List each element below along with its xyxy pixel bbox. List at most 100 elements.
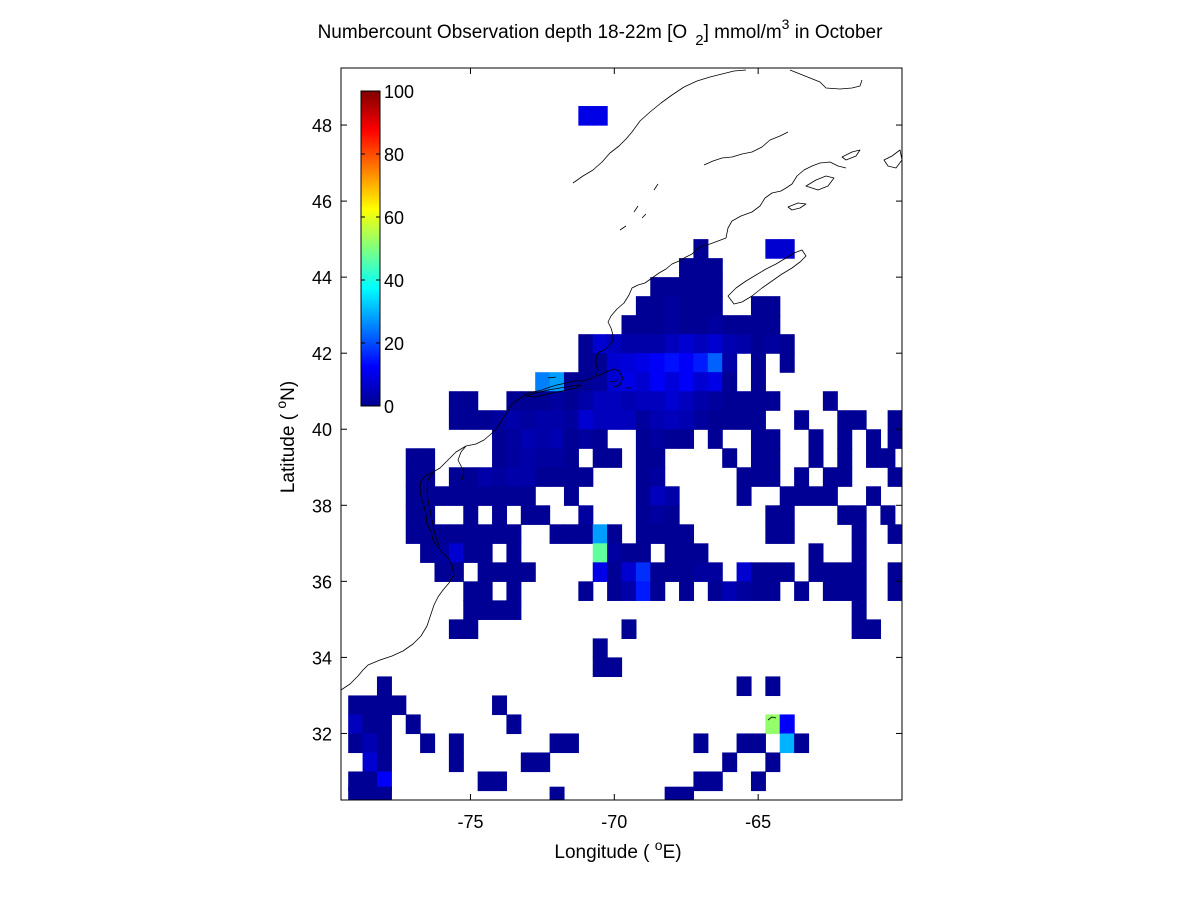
colorbar-tick-label: 100 — [384, 82, 414, 102]
heatmap-cell — [607, 334, 623, 354]
heatmap-cell — [506, 714, 522, 735]
heatmap-cell — [635, 467, 651, 487]
heatmap-cell — [563, 391, 579, 411]
coastline-new-jersey-island — [547, 376, 557, 379]
heatmap-cell — [563, 410, 579, 430]
heatmap-cell — [679, 581, 695, 601]
heatmap-cell — [448, 486, 464, 506]
heatmap-cell — [765, 562, 781, 582]
colorbar: 0 20 40 60 80 100 — [360, 82, 414, 417]
heatmap-cell — [592, 543, 608, 563]
heatmap-cell — [635, 410, 651, 430]
heatmap-cell — [750, 353, 766, 373]
heatmap-cell — [808, 429, 824, 449]
x-tick-label: -75 — [457, 812, 483, 832]
y-axis-label-degree: o — [273, 400, 289, 409]
colorbar-gradient — [360, 90, 381, 407]
heatmap-cell — [664, 334, 680, 354]
heatmap-cell — [578, 581, 594, 601]
heatmap-cell — [679, 391, 695, 411]
heatmap-cell — [563, 429, 579, 449]
heatmap-cell — [650, 296, 666, 316]
heatmap-cell — [549, 733, 565, 754]
heatmap-cell — [851, 543, 867, 563]
heatmap-cell — [621, 353, 637, 373]
heatmap-cell — [535, 410, 551, 430]
heatmap-cell — [851, 410, 867, 430]
heatmap-cell — [492, 429, 508, 449]
x-axis-label: Longitude ( oE) — [0, 837, 1200, 864]
heatmap-cell — [650, 334, 666, 354]
heatmap-cell — [722, 752, 738, 773]
heatmap-cell — [851, 581, 867, 601]
heatmap-cell — [492, 600, 508, 620]
heatmap-cell — [679, 334, 695, 354]
heatmap-cell — [434, 524, 450, 544]
heatmap-cell — [520, 486, 536, 506]
heatmap-cell — [736, 562, 752, 582]
heatmap-cell — [650, 429, 666, 449]
heatmap-cell — [362, 786, 378, 800]
y-tick-label: 32 — [312, 724, 332, 744]
heatmap-cell — [822, 391, 838, 411]
heatmap-cell — [578, 391, 594, 411]
heatmap-cell — [621, 581, 637, 601]
heatmap-cell — [679, 786, 695, 800]
heatmap-cell — [693, 543, 709, 563]
heatmap-cell — [463, 410, 479, 430]
heatmap-cell — [448, 524, 464, 544]
coastline-long-island — [525, 384, 582, 398]
heatmap-cell — [693, 353, 709, 373]
heatmap-cell — [405, 524, 421, 544]
heatmap-cell — [592, 334, 608, 354]
heatmap-cell — [635, 448, 651, 468]
heatmap-cell — [866, 448, 882, 468]
heatmap-cell — [376, 714, 392, 735]
heatmap-cell — [635, 581, 651, 601]
heatmap-cell — [563, 486, 579, 506]
heatmap-cell — [679, 410, 695, 430]
heatmap-cell — [887, 429, 902, 449]
heatmap-cell — [736, 581, 752, 601]
heatmap-cell — [779, 733, 795, 754]
heatmap-cell — [463, 619, 479, 639]
heatmap-cell — [348, 714, 364, 735]
heatmap-cell — [592, 524, 608, 544]
heatmap-cell — [492, 410, 508, 430]
heatmap-cell — [477, 486, 493, 506]
heatmap-cell — [707, 277, 723, 297]
heatmap-cell — [707, 296, 723, 316]
heatmap-cell — [650, 524, 666, 544]
heatmap-cell — [650, 467, 666, 487]
heatmap-cell — [405, 714, 421, 735]
heatmap-cell — [420, 543, 436, 563]
heatmap-cell — [837, 505, 853, 525]
heatmap-cell — [779, 486, 795, 506]
heatmap-cell — [880, 505, 896, 525]
colorbar-ticks: 0 20 40 60 80 100 — [361, 82, 414, 417]
heatmap-cell — [693, 315, 709, 335]
y-tick-label: 46 — [312, 192, 332, 212]
heatmap-cell — [535, 752, 551, 773]
heatmap-cell — [607, 448, 623, 468]
coastline-bermuda — [767, 716, 777, 721]
heatmap-cell — [736, 410, 752, 430]
heatmap-cell — [520, 391, 536, 411]
heatmap-cell — [866, 619, 882, 639]
heatmap-cell — [650, 410, 666, 430]
heatmap-cell — [765, 581, 781, 601]
heatmap-cell — [722, 372, 738, 392]
heatmap-cell — [808, 486, 824, 506]
heatmap-cell — [506, 391, 522, 411]
heatmap-cell — [578, 429, 594, 449]
heatmap-cell — [693, 391, 709, 411]
heatmap-cell — [664, 391, 680, 411]
heatmap-cell — [851, 619, 867, 639]
heatmap-cell — [679, 315, 695, 335]
heatmap-cell — [650, 581, 666, 601]
heatmap-cell — [664, 277, 680, 297]
coastline-chesapeake — [426, 472, 441, 548]
heatmap-cell — [693, 562, 709, 582]
heatmap-cell — [492, 695, 508, 716]
